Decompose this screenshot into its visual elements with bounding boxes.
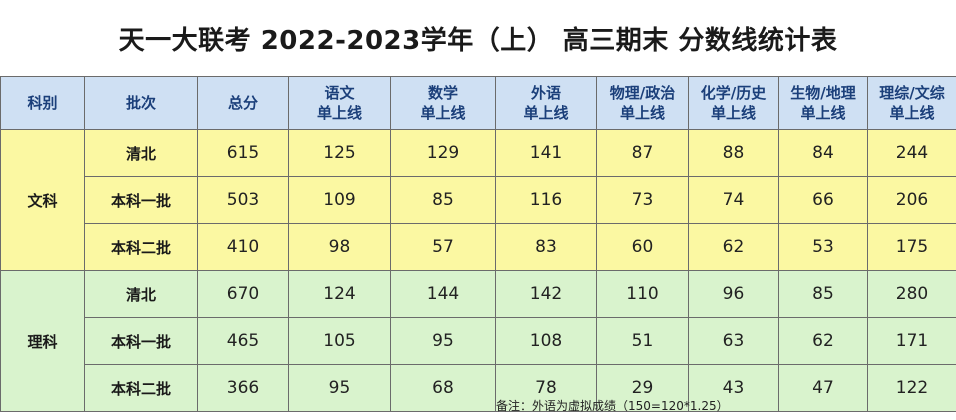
math-cell: 144 xyxy=(390,270,496,318)
batch-cell: 清北 xyxy=(84,270,198,318)
chem-hist-cell: 96 xyxy=(688,270,779,318)
math-cell: 85 xyxy=(390,176,496,224)
phys-pol-cell: 73 xyxy=(596,176,689,224)
chem-hist-cell: 74 xyxy=(688,176,779,224)
header-foreign: 外语 单上线 xyxy=(495,76,597,130)
bio-geo-cell: 47 xyxy=(778,364,868,412)
batch-cell: 本科二批 xyxy=(84,364,198,412)
math-cell: 95 xyxy=(390,317,496,365)
chem-hist-cell: 43 xyxy=(688,364,779,412)
bio-geo-cell: 53 xyxy=(778,223,868,271)
math-cell: 68 xyxy=(390,364,496,412)
chinese-cell: 95 xyxy=(288,364,391,412)
subject-cell-wen: 文科 xyxy=(0,129,85,271)
total-cell: 465 xyxy=(197,317,289,365)
bio-geo-cell: 85 xyxy=(778,270,868,318)
foreign-cell: 142 xyxy=(495,270,597,318)
batch-cell: 本科二批 xyxy=(84,223,198,271)
bio-geo-cell: 66 xyxy=(778,176,868,224)
header-chem-hist-line2: 单上线 xyxy=(710,104,756,122)
chinese-cell: 125 xyxy=(288,129,391,177)
table-row: 本科二批 410 98 57 83 60 62 53 175 xyxy=(1,223,956,271)
comp-cell: 206 xyxy=(867,176,956,224)
header-phys-pol-line1: 物理/政治 xyxy=(609,84,676,102)
header-chem-hist-line1: 化学/历史 xyxy=(700,84,767,102)
header-comp: 理综/文综 单上线 xyxy=(867,76,956,130)
footnote: 备注：外语为虚拟成绩（150=120*1.25） xyxy=(496,399,729,413)
table-row: 本科一批 503 109 85 116 73 74 66 206 xyxy=(1,176,956,224)
chem-hist-cell: 62 xyxy=(688,223,779,271)
header-bio-geo: 生物/地理 单上线 xyxy=(778,76,868,130)
phys-pol-cell: 87 xyxy=(596,129,689,177)
chinese-cell: 105 xyxy=(288,317,391,365)
foreign-cell: 83 xyxy=(495,223,597,271)
phys-pol-cell: 51 xyxy=(596,317,689,365)
math-cell: 129 xyxy=(390,129,496,177)
phys-pol-cell: 60 xyxy=(596,223,689,271)
comp-cell: 171 xyxy=(867,317,956,365)
table-row: 文科 清北 615 125 129 141 87 88 84 244 xyxy=(0,129,956,271)
header-subject: 科别 xyxy=(0,76,85,130)
foreign-cell: 78 xyxy=(495,364,597,412)
header-math-line1: 数学 xyxy=(427,84,458,102)
header-bio-geo-line1: 生物/地理 xyxy=(790,84,856,102)
header-math: 数学 单上线 xyxy=(390,76,496,130)
phys-pol-cell: 110 xyxy=(596,270,689,318)
comp-cell: 122 xyxy=(867,364,956,412)
page-title: 天一大联考 2022-2023学年（上） 高三期末 分数线统计表 xyxy=(118,25,838,56)
comp-cell: 244 xyxy=(867,129,956,177)
header-comp-line2: 单上线 xyxy=(889,104,935,122)
table-row: 本科二批 366 95 68 78 29 43 47 122 xyxy=(1,364,956,412)
foreign-cell: 108 xyxy=(495,317,597,365)
header-foreign-line1: 外语 xyxy=(530,84,561,102)
chinese-cell: 98 xyxy=(288,223,391,271)
total-cell: 366 xyxy=(197,364,289,412)
header-batch: 批次 xyxy=(84,76,198,130)
foreign-cell: 116 xyxy=(495,176,597,224)
table-row: 理科 清北 670 124 144 142 110 96 85 280 xyxy=(0,270,956,412)
math-cell: 57 xyxy=(390,223,496,271)
chem-hist-cell: 88 xyxy=(688,129,779,177)
header-total: 总分 xyxy=(197,76,289,130)
bio-geo-cell: 84 xyxy=(778,129,868,177)
header-chinese-line1: 语文 xyxy=(324,84,355,102)
header-row: 科别 批次 总分 语文 单上线 数学 单上线 外语 单上线 物理/政治 单上线 … xyxy=(0,76,956,130)
score-table: 科别 批次 总分 语文 单上线 数学 单上线 外语 单上线 物理/政治 单上线 … xyxy=(0,76,956,412)
chinese-cell: 124 xyxy=(288,270,391,318)
header-phys-pol: 物理/政治 单上线 xyxy=(596,76,689,130)
table-row: 本科一批 465 105 95 108 51 63 62 171 xyxy=(1,317,956,365)
batch-cell: 本科一批 xyxy=(84,176,198,224)
header-comp-line1: 理综/文综 xyxy=(879,84,945,102)
total-cell: 615 xyxy=(197,129,289,177)
header-math-line2: 单上线 xyxy=(420,104,466,122)
bio-geo-cell: 62 xyxy=(778,317,868,365)
foreign-cell: 141 xyxy=(495,129,597,177)
comp-cell: 280 xyxy=(867,270,956,318)
batch-cell: 清北 xyxy=(84,129,198,177)
header-chem-hist: 化学/历史 单上线 xyxy=(688,76,779,130)
total-cell: 410 xyxy=(197,223,289,271)
total-cell: 670 xyxy=(197,270,289,318)
header-phys-pol-line2: 单上线 xyxy=(619,104,665,122)
header-foreign-line2: 单上线 xyxy=(523,104,569,122)
comp-cell: 175 xyxy=(867,223,956,271)
chem-hist-cell: 63 xyxy=(688,317,779,365)
batch-cell: 本科一批 xyxy=(84,317,198,365)
chinese-cell: 109 xyxy=(288,176,391,224)
header-chinese-line2: 单上线 xyxy=(316,104,362,122)
subject-cell-li: 理科 xyxy=(0,270,85,412)
header-bio-geo-line2: 单上线 xyxy=(800,104,846,122)
header-chinese: 语文 单上线 xyxy=(288,76,391,130)
total-cell: 503 xyxy=(197,176,289,224)
